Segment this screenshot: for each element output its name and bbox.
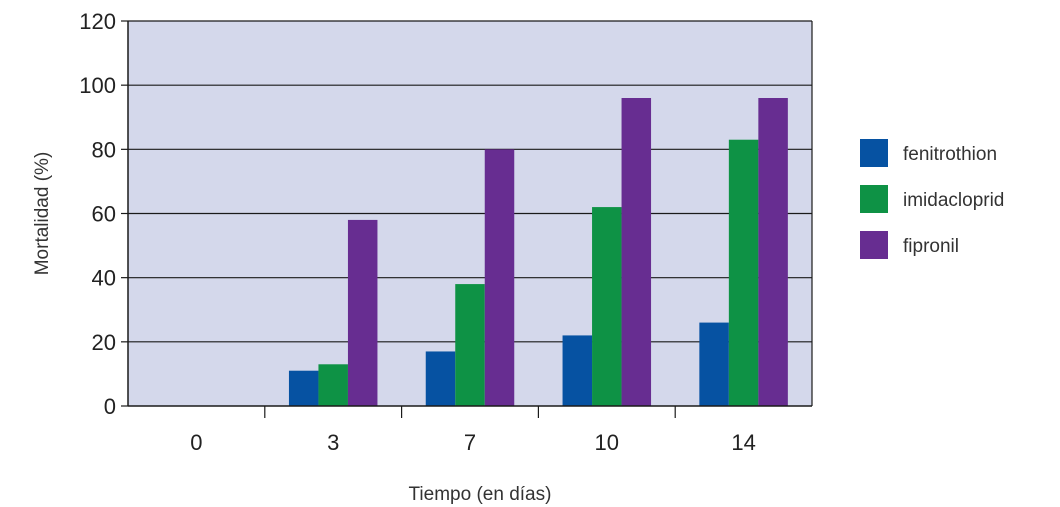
bar-fenitrothion	[425, 351, 456, 406]
y-tick-label: 20	[92, 330, 116, 355]
bar-fenitrothion	[288, 370, 319, 406]
legend: fenitrothion imidacloprid fipronil	[860, 139, 1004, 259]
y-axis-ticks: 0 20 40 60 80 100 120	[79, 9, 128, 419]
y-tick-label: 120	[79, 9, 116, 34]
y-tick-label: 0	[104, 394, 116, 419]
bar-imidacloprid	[592, 207, 622, 406]
bar-fipronil	[621, 98, 652, 406]
bar-fenitrothion	[562, 335, 593, 406]
gridlines	[128, 20, 812, 343]
y-tick-label: 60	[92, 202, 116, 227]
x-axis-ticks: 0 3 7 10 14	[190, 406, 756, 455]
bar-fipronil	[758, 98, 788, 406]
y-tick-label: 80	[92, 137, 116, 162]
y-axis-title: Mortalidad (%)	[32, 152, 53, 276]
bar-imidacloprid	[455, 284, 485, 406]
y-tick-label: 100	[79, 73, 116, 98]
bar-imidacloprid	[728, 139, 759, 407]
legend-swatch-imidacloprid	[860, 185, 888, 213]
legend-label-fenitrothion: fenitrothion	[903, 144, 997, 165]
legend-swatch-fipronil	[860, 231, 888, 259]
bars	[288, 98, 788, 407]
legend-swatch-fenitrothion	[860, 139, 888, 167]
legend-label-fipronil: fipronil	[903, 236, 959, 257]
x-tick-label: 0	[190, 430, 202, 455]
bar-fipronil	[484, 149, 515, 407]
x-tick-label: 7	[464, 430, 476, 455]
bar-fenitrothion	[699, 322, 729, 406]
bar-fipronil	[347, 219, 378, 406]
legend-label-imidacloprid: imidacloprid	[903, 190, 1004, 211]
x-axis-title: Tiempo (en días)	[409, 484, 552, 505]
y-tick-label: 40	[92, 266, 116, 291]
x-tick-label: 3	[327, 430, 339, 455]
x-tick-label: 14	[731, 430, 755, 455]
bar-imidacloprid	[318, 364, 348, 406]
x-tick-label: 10	[595, 430, 619, 455]
